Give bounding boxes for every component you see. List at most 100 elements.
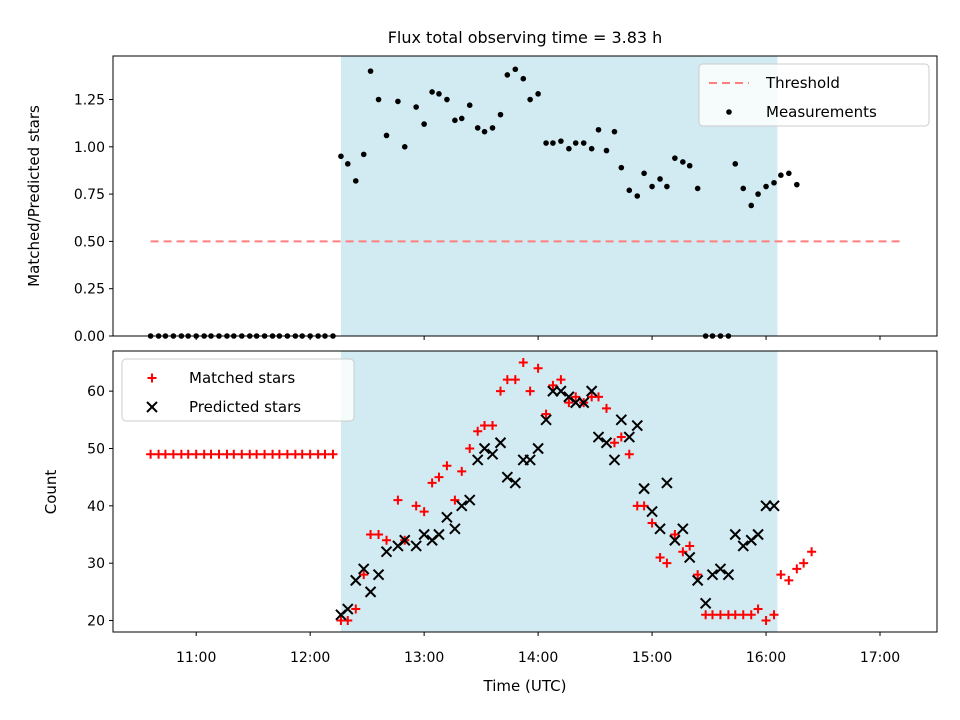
predicted-point (608, 454, 621, 466)
legend-label: Measurements (766, 103, 877, 121)
matched-point (533, 363, 543, 373)
matched-point (792, 564, 802, 574)
y-tick-label: 40 (87, 499, 105, 515)
y-tick-label: 50 (87, 441, 105, 457)
matched-point (229, 449, 239, 459)
measurement-point (580, 140, 587, 146)
y-axis-label-bottom: Count (42, 470, 60, 515)
predicted-point (729, 528, 741, 541)
predicted-point (342, 603, 354, 615)
measurement-point (520, 75, 527, 82)
predicted-point (532, 442, 544, 455)
matched-point (715, 610, 725, 620)
predicted-point (380, 546, 393, 558)
y-tick-label: 0.50 (74, 234, 105, 250)
predicted-point (471, 454, 484, 466)
count-panel: 20 30 40 50 60 11:00 12:00 13:00 14:00 15:00 16:00… (87, 350, 938, 666)
matched-point (374, 530, 384, 540)
measurement-point (458, 115, 465, 122)
predicted-point (410, 540, 422, 552)
matched-point (616, 432, 626, 442)
measurement-point (535, 91, 541, 97)
predicted-point (540, 414, 552, 426)
matched-point (601, 403, 611, 413)
chart-title: Flux total observing time = 3.83 h (388, 28, 663, 47)
matched-point (146, 449, 156, 459)
predicted-point (714, 563, 727, 575)
measurement-point (755, 191, 761, 197)
measurement-point (664, 183, 670, 190)
predicted-point (752, 528, 764, 541)
measurement-point (649, 183, 655, 190)
legend-label: Matched stars (189, 369, 295, 387)
matched-point (495, 386, 505, 396)
measurement-point (360, 151, 367, 158)
matched-point (427, 478, 437, 488)
matched-point (525, 386, 535, 396)
predicted-point (501, 471, 514, 483)
matched-point (799, 558, 809, 568)
predicted-point (358, 563, 370, 575)
matched-point (639, 501, 649, 511)
predicted-point (646, 505, 658, 518)
matched-point (473, 426, 483, 436)
x-tick-label: 17:00 (860, 650, 900, 666)
measurement-point (588, 145, 595, 152)
measurement-point (634, 193, 641, 199)
measurement-point (748, 202, 755, 209)
matched-point (624, 449, 634, 459)
measurement-point (603, 147, 610, 154)
y-tick-label: 20 (87, 614, 105, 630)
measurement-point (543, 140, 549, 146)
matched-point (502, 375, 512, 385)
measurement-point (527, 96, 533, 103)
measurement-point (489, 125, 496, 131)
legend-plus-swatch (147, 373, 157, 383)
measurement-point (595, 126, 602, 133)
matched-point (359, 570, 369, 580)
legend-dot-swatch (726, 109, 732, 115)
measurement-point (558, 138, 564, 144)
predicted-point (494, 437, 507, 449)
legend-top-left: Matched stars Predicted stars (121, 358, 355, 422)
predicted-point (691, 574, 704, 587)
matched-point (670, 530, 680, 540)
matched-point (305, 449, 315, 459)
x-tick-label: 14:00 (518, 650, 558, 666)
predicted-point (631, 419, 643, 432)
measurement-point (786, 170, 792, 177)
matched-point (738, 610, 748, 620)
legend-box (121, 358, 355, 422)
matched-point (541, 409, 551, 419)
predicted-point (433, 528, 445, 541)
matched-point (450, 495, 460, 505)
predicted-point (456, 500, 468, 512)
matched-point (168, 449, 178, 459)
measurement-point (680, 159, 686, 165)
predicted-point (706, 568, 719, 581)
predicted-point (418, 528, 430, 541)
matched-point (678, 547, 688, 557)
matched-point (366, 530, 376, 540)
matched-point (206, 449, 216, 459)
matched-point (419, 507, 429, 517)
matched-point (548, 380, 558, 390)
measurement-point (413, 104, 419, 110)
measurement-point (452, 117, 458, 124)
x-tick-label: 11:00 (176, 650, 216, 666)
predicted-point (722, 568, 735, 581)
predicted-point (577, 396, 590, 409)
matched-point (655, 552, 665, 562)
matched-point (442, 461, 452, 471)
matched-point (382, 535, 392, 545)
measurement-point (694, 185, 701, 192)
measurement-point (481, 128, 488, 135)
legend-label: Predicted stars (189, 398, 301, 416)
matched-point (753, 604, 763, 614)
matched-point (693, 570, 703, 580)
matched-point (214, 449, 224, 459)
matched-point (465, 443, 475, 453)
predicted-point (555, 385, 567, 397)
matched-point (571, 392, 581, 402)
predicted-point (683, 551, 696, 564)
